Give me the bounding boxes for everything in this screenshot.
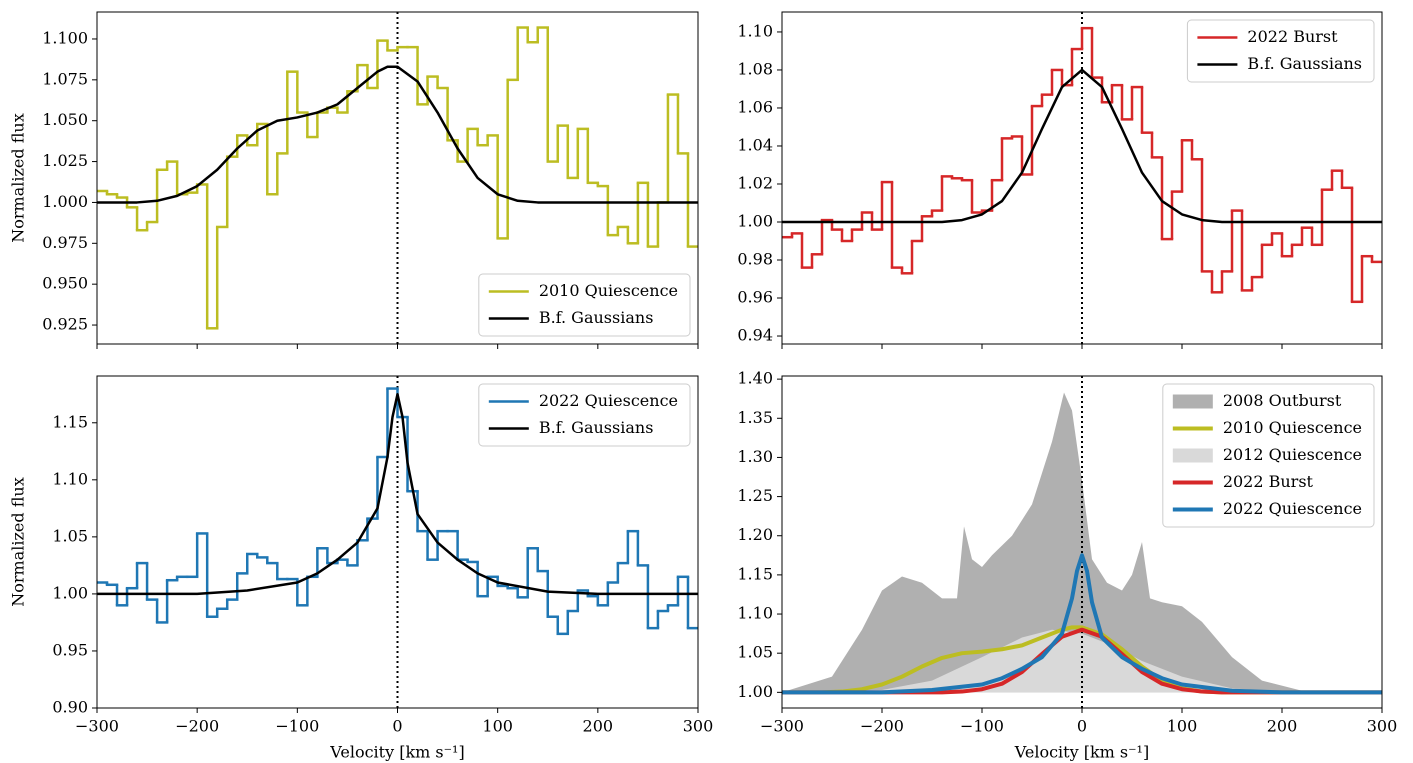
- y-tick-label: 1.05: [52, 526, 88, 545]
- legend-label: 2022 Quiescence: [539, 391, 678, 410]
- legend-label: 2012 Quiescence: [1223, 445, 1362, 464]
- y-tick-label: 1.25: [737, 486, 773, 505]
- legend-swatch: [1172, 394, 1213, 409]
- x-tick-label: 0: [1077, 717, 1087, 736]
- legend-label: B.f. Gaussians: [1247, 54, 1362, 73]
- line: [782, 627, 1382, 695]
- y-tick-label: 1.100: [42, 28, 88, 47]
- x-tick-label: −200: [175, 717, 219, 736]
- x-tick-label: −100: [275, 717, 319, 736]
- x-tick-label: −100: [960, 717, 1004, 736]
- legend-label: 2022 Burst: [1247, 27, 1338, 46]
- legend-label: B.f. Gaussians: [539, 308, 654, 327]
- x-tick-label: 0: [392, 717, 402, 736]
- y-tick-label: 0.96: [737, 288, 773, 307]
- y-tick-label: 1.10: [52, 469, 88, 488]
- x-tick-label: −300: [760, 717, 804, 736]
- y-tick-label: 0.950: [42, 274, 88, 293]
- y-tick-label: 1.04: [737, 135, 773, 154]
- legend-box: [1186, 19, 1375, 83]
- legend: 2010 Quiescence B.f. Gaussians: [478, 273, 691, 337]
- legend-box: [478, 383, 691, 447]
- y-tick-label: 1.40: [737, 369, 773, 388]
- y-tick-label: 1.15: [737, 564, 773, 583]
- y-tick-label: 1.075: [42, 69, 88, 88]
- panel: 0.94 0.96 0.98 1.00 1.02 1.04 1.06 1.08 1.10 2022…: [737, 11, 1383, 349]
- step-line: [97, 387, 698, 636]
- legend-swatch: [1172, 448, 1213, 463]
- x-tick-label: −200: [860, 717, 904, 736]
- y-axis-label: Normalized flux: [9, 113, 28, 242]
- y-tick-label: 1.025: [42, 151, 88, 170]
- panel: 0.90 0.95 1.00 1.05 1.10 1.15 −300 −200 −100 0 100…: [9, 375, 714, 762]
- y-tick-label: 1.050: [42, 110, 88, 129]
- y-tick-label: 1.000: [42, 192, 88, 211]
- legend-label: 2010 Quiescence: [1223, 418, 1362, 437]
- axes-frame: [781, 375, 1383, 709]
- plot-area: [782, 376, 1382, 708]
- line: [97, 393, 698, 596]
- y-tick-label: 1.15: [52, 412, 88, 431]
- y-tick-label: 0.94: [737, 326, 773, 345]
- y-axis-label: Normalized flux: [9, 477, 28, 606]
- x-tick-label: 300: [683, 717, 714, 736]
- panel: 0.925 0.950 0.975 1.000 1.025 1.050 1.075 1.100…: [9, 11, 699, 349]
- step-line: [97, 26, 698, 330]
- legend-label: B.f. Gaussians: [539, 418, 654, 437]
- x-tick-label: 100: [482, 717, 513, 736]
- x-tick-label: 300: [1367, 717, 1398, 736]
- y-tick-label: 0.98: [737, 250, 773, 269]
- x-axis-label: Velocity [km s⁻¹]: [329, 743, 464, 762]
- y-tick-label: 1.35: [737, 408, 773, 427]
- legend: 2022 Quiescence B.f. Gaussians: [478, 383, 691, 447]
- legend-label: 2010 Quiescence: [539, 281, 678, 300]
- x-tick-label: 200: [1267, 717, 1298, 736]
- y-tick-label: 1.00: [737, 682, 773, 701]
- line: [782, 68, 1382, 224]
- axes-frame: [781, 11, 1383, 345]
- y-tick-label: 1.20: [737, 525, 773, 544]
- y-tick-label: 0.95: [52, 640, 88, 659]
- y-tick-label: 1.10: [737, 21, 773, 40]
- legend-label: 2008 Outburst: [1223, 391, 1342, 410]
- legend: 2022 Burst B.f. Gaussians: [1186, 19, 1375, 83]
- legend-box: [1162, 383, 1375, 528]
- y-tick-label: 1.08: [737, 59, 773, 78]
- x-tick-label: 200: [583, 717, 614, 736]
- legend-label: 2022 Quiescence: [1223, 499, 1362, 518]
- y-tick-label: 1.00: [52, 583, 88, 602]
- line: [97, 65, 698, 204]
- plot-area: [97, 12, 698, 344]
- y-tick-label: 1.05: [737, 643, 773, 662]
- y-tick-label: 1.10: [737, 604, 773, 623]
- y-tick-label: 1.02: [737, 173, 773, 192]
- legend: 2008 Outburst 2010 Quiescence 2012 Quiesce…: [1162, 383, 1375, 528]
- legend-label: 2022 Burst: [1223, 472, 1314, 491]
- x-tick-label: −300: [75, 717, 119, 736]
- x-axis-label: Velocity [km s⁻¹]: [1014, 743, 1149, 762]
- plot-area: [782, 12, 1382, 344]
- y-tick-label: 0.925: [42, 315, 88, 334]
- panel: 1.00 1.05 1.10 1.15 1.20 1.25 1.30 1.35 1.40 −300…: [737, 369, 1397, 762]
- legend-box: [478, 273, 691, 337]
- axes-frame: [96, 11, 699, 345]
- y-tick-label: 1.00: [737, 211, 773, 230]
- x-tick-label: 100: [1167, 717, 1198, 736]
- y-tick-label: 0.90: [52, 698, 88, 717]
- axes-frame: [96, 375, 699, 709]
- y-tick-label: 1.30: [737, 447, 773, 466]
- plot-area: [97, 376, 698, 708]
- line: [782, 553, 1382, 695]
- y-tick-label: 1.06: [737, 97, 773, 116]
- y-tick-label: 0.975: [42, 233, 88, 252]
